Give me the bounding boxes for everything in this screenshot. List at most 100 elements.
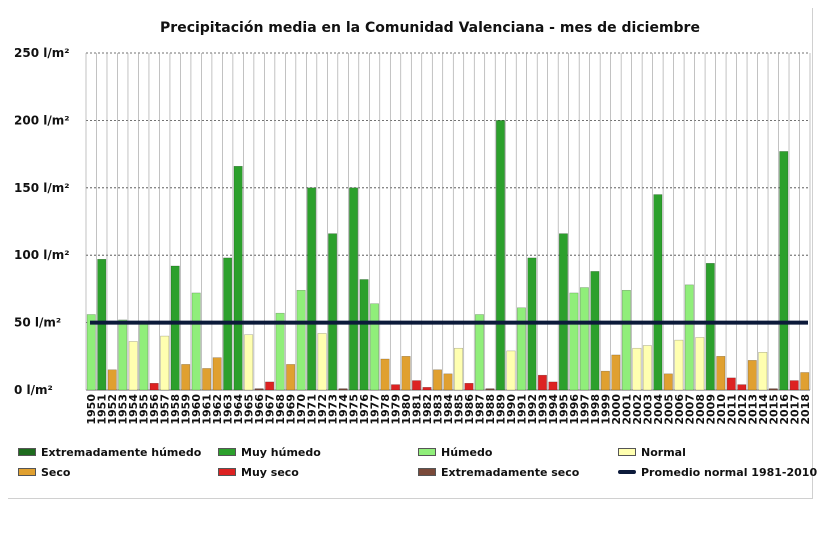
x-tick-label: 1950: [85, 394, 98, 425]
bar-1971: [307, 187, 317, 391]
bar-1973: [328, 233, 338, 391]
x-tick-label: 1960: [190, 394, 203, 425]
x-tick-label: 2000: [610, 394, 623, 425]
x-tick-label: 1967: [264, 394, 277, 425]
x-tick-label: 2002: [631, 394, 644, 425]
bar-1979: [391, 384, 400, 391]
legend-label: Extremadamente seco: [441, 465, 580, 479]
x-tick-label: 1952: [106, 394, 119, 425]
legend-label: Muy seco: [241, 465, 299, 479]
bar-2003: [642, 345, 652, 391]
y-tick-label: 0 l/m²: [14, 383, 53, 397]
bar-1961: [202, 368, 212, 391]
bar-1960: [191, 292, 201, 391]
x-tick-label: 1979: [390, 394, 403, 425]
bar-1998: [590, 271, 600, 391]
x-tick-label: 2012: [736, 394, 749, 425]
bar-1987: [475, 314, 484, 391]
bar-1955: [139, 322, 149, 391]
y-tick-label: 150 l/m²: [14, 181, 69, 195]
legend-item-promedio-normal: Promedio normal 1981-2010: [618, 465, 817, 479]
x-tick-label: 1954: [127, 394, 140, 425]
x-tick-label: 2003: [641, 394, 654, 425]
x-tick-label: 2009: [704, 394, 717, 425]
x-tick-label: 1988: [484, 394, 497, 425]
bar-1976: [359, 279, 369, 391]
x-tick-label: 2016: [778, 394, 791, 425]
bar-1962: [212, 357, 222, 391]
legend-line: [618, 470, 636, 474]
x-tick-label: 2008: [694, 394, 707, 425]
bar-1977: [370, 303, 379, 391]
x-tick-label: 1961: [201, 394, 214, 425]
bar-1952: [107, 369, 117, 391]
legend-item-muy-humedo: Muy húmedo: [218, 445, 321, 459]
legend: Extremadamente húmedo Muy húmedo Húmedo …: [18, 445, 818, 485]
x-tick-label: 2018: [799, 394, 812, 425]
y-tick-label: 200 l/m²: [14, 113, 69, 127]
legend-item-extremadamente-seco: Extremadamente seco: [418, 465, 579, 479]
bar-1969: [286, 364, 296, 391]
chart-title: Precipitación media en la Comunidad Vale…: [160, 20, 700, 36]
x-tick-label: 1956: [148, 394, 161, 425]
x-tick-label: 1953: [117, 394, 130, 425]
bar-1965: [244, 334, 254, 391]
x-tick-label: 1985: [452, 394, 465, 425]
x-tick-label: 1992: [526, 394, 539, 425]
y-tick-label: 100 l/m²: [14, 248, 69, 262]
bar-1991: [517, 307, 526, 391]
bar-1972: [317, 333, 327, 391]
bar-2001: [621, 289, 631, 391]
bar-1953: [118, 319, 128, 391]
bar-2007: [684, 284, 694, 391]
bar-1999: [600, 370, 610, 391]
bar-1954: [128, 341, 138, 391]
bar-2000: [611, 354, 621, 391]
x-tick-label: 1986: [463, 394, 476, 425]
bar-1984: [443, 373, 453, 391]
bar-1964: [233, 165, 243, 391]
x-tick-label: 1968: [274, 394, 287, 425]
bar-layer: [86, 120, 810, 391]
x-tick-label: 1991: [515, 394, 528, 425]
x-tick-label: 1969: [285, 394, 298, 425]
bar-2016: [779, 151, 789, 391]
bar-1995: [558, 233, 568, 391]
x-tick-label: 1977: [369, 394, 382, 425]
bar-1975: [349, 187, 359, 391]
legend-label: Seco: [41, 465, 71, 479]
x-tick-label: 1990: [505, 394, 518, 425]
x-tick-label: 1995: [557, 394, 570, 425]
legend-label: Normal: [641, 445, 686, 459]
x-tick-label: 1971: [306, 394, 319, 425]
bar-1958: [170, 265, 180, 391]
legend-label: Muy húmedo: [241, 445, 321, 459]
x-tick-label: 2010: [715, 394, 728, 425]
bar-2015: [768, 388, 778, 391]
grid-layer: [85, 52, 811, 391]
x-tick-label: 2005: [662, 394, 675, 425]
bar-1990: [506, 350, 516, 391]
x-tick-label: 1964: [232, 394, 245, 425]
bar-chart: 0 l/m² 50 l/m² 100 l/m² 150 l/m² 200 l/m² 250…: [14, 46, 812, 425]
bar-2006: [674, 339, 684, 391]
bar-2013: [747, 360, 757, 391]
x-tick-label: 1982: [421, 394, 434, 425]
x-tick-label: 1981: [411, 394, 424, 425]
bar-1980: [401, 356, 411, 391]
bar-2010: [716, 356, 726, 391]
bar-2005: [663, 373, 673, 391]
x-tick-label: 1983: [432, 394, 445, 425]
legend-item-extremadamente-humedo: Extremadamente húmedo: [18, 445, 201, 459]
x-tick-label: 1974: [337, 394, 350, 425]
legend-swatch: [218, 468, 236, 476]
bar-1983: [433, 369, 442, 391]
legend-swatch: [418, 468, 436, 476]
legend-swatch: [418, 448, 436, 456]
legend-swatch: [618, 448, 636, 456]
bar-1967: [265, 381, 275, 391]
x-tick-label: 1998: [589, 394, 602, 425]
x-tick-label: 1959: [180, 394, 193, 425]
bar-1982: [422, 387, 432, 391]
bar-1994: [548, 381, 558, 391]
